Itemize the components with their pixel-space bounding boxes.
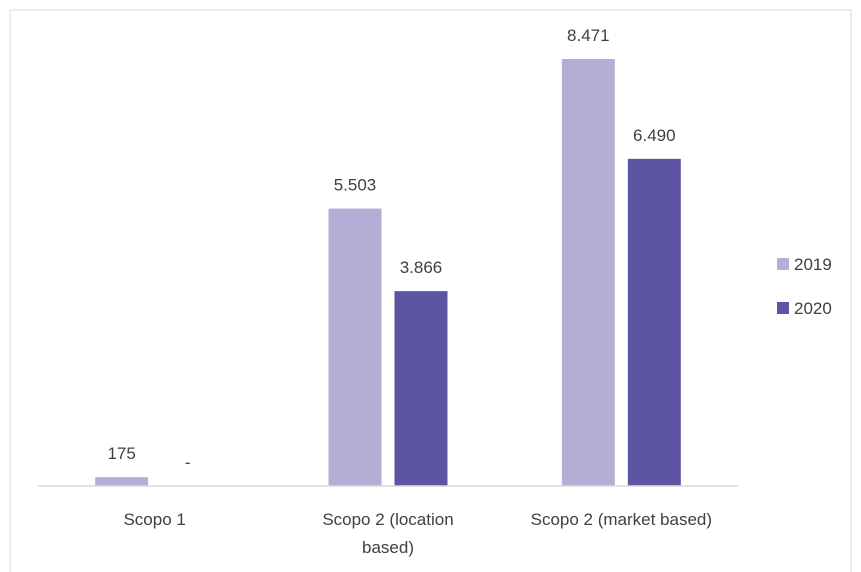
legend-label-2019: 2019 bbox=[794, 255, 832, 274]
legend-label-2020: 2020 bbox=[794, 299, 832, 318]
legend-swatch-2019 bbox=[777, 258, 789, 270]
data-label-2020-1: - bbox=[185, 453, 191, 472]
data-label-2019-2: 5.503 bbox=[334, 176, 377, 195]
data-label-2020-2: 3.866 bbox=[400, 258, 443, 277]
x-tick-label-3: Scopo 2 (market based) bbox=[531, 510, 712, 529]
legend-swatch-2020 bbox=[777, 302, 789, 314]
x-tick-label-2-line-2: based) bbox=[362, 538, 414, 557]
bar-2019-2 bbox=[328, 208, 382, 487]
x-tick-label-2-line-1: Scopo 2 (location bbox=[322, 510, 453, 529]
bar-2019-3 bbox=[561, 59, 615, 486]
bar-2019-1 bbox=[95, 477, 149, 486]
bar-2020-2 bbox=[394, 291, 448, 486]
data-label-2020-3: 6.490 bbox=[633, 126, 676, 145]
data-label-2019-1: 175 bbox=[107, 444, 135, 463]
bar-2020-3 bbox=[627, 158, 681, 486]
x-tick-label-1: Scopo 1 bbox=[123, 510, 185, 529]
data-label-2019-3: 8.471 bbox=[567, 26, 610, 45]
